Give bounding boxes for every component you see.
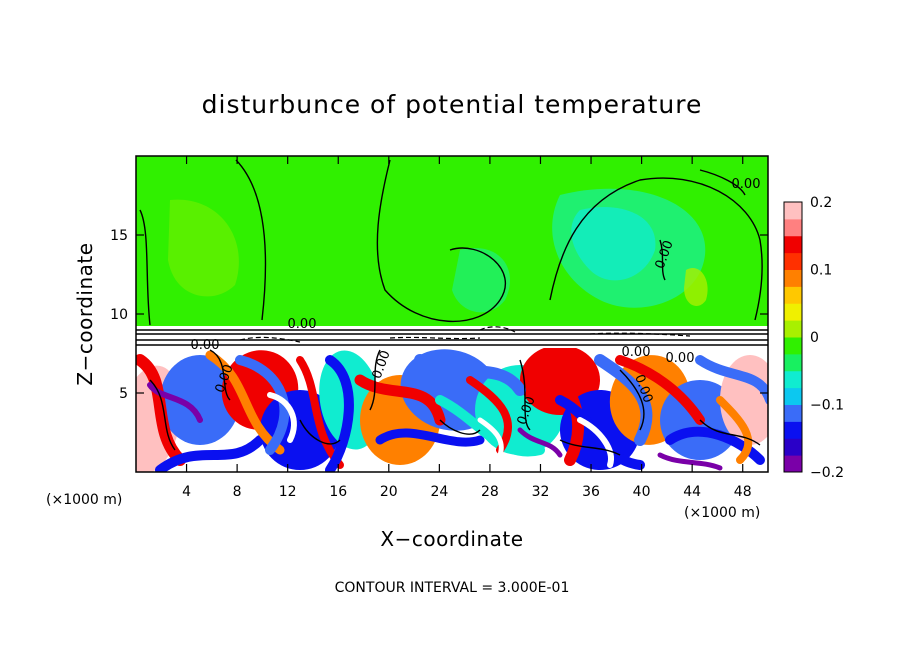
colorbar-cell [784,235,802,254]
contour-line [149,379,176,451]
contour-line [549,177,763,321]
upper-cyan-patch [571,206,656,281]
contour-line [699,419,761,446]
contour-interval-note: CONTOUR INTERVAL = 3.000E-01 [335,580,570,596]
turbulent-streak [136,354,186,466]
upper-warm-patch [168,199,239,297]
contour-label: 0.00 [622,345,651,360]
turbulent-streak [296,356,344,469]
colorbar-tick-label: −0.2 [810,465,844,481]
colorbar-tick-label: 0.2 [810,195,832,211]
turbulent-streak [716,396,753,464]
x-tick-label: 36 [582,484,600,500]
colorbar-cell [784,286,802,304]
y-tick-label: 15 [110,228,128,244]
turbulent-streak [147,382,203,423]
x-tick-label: 44 [683,484,701,500]
turbulent-streak [267,392,297,443]
negative-contour-line [589,332,691,337]
turbulent-streak [375,428,485,447]
colorbar-cell [784,320,802,338]
y-axis: 5 10 15 [110,228,768,402]
turbulent-streak [615,355,705,425]
turbulent-streak [155,435,265,472]
y-tick-label: 5 [119,386,128,402]
region-blob [160,355,240,445]
contour-line [139,209,151,326]
x-tick-label: 48 [734,484,752,500]
x-tick-label: 8 [233,484,242,500]
contour-label: 0.00 [288,317,317,332]
y-axis-label: Z−coordinate [73,242,97,385]
contour-line [699,169,746,196]
colorbar-tick-label: −0.1 [810,398,844,414]
colorbar-cell [784,202,802,220]
contour-line [369,349,381,411]
x-unit-label: (×1000 m) [684,505,760,521]
colorbar: 0.2 0.1 0 −0.1 −0.2 [783,195,844,481]
upper-warm-spot [684,268,708,307]
turbulent-streak [414,354,526,396]
colorbar-cell [784,370,802,389]
colorbar-tick-label: 0 [810,330,819,346]
contour-label: 0.00 [732,177,761,192]
lower-layer [136,348,768,472]
contour-line [519,359,531,431]
colorbar-cell [784,421,802,439]
x-axis-label: X−coordinate [380,527,523,551]
negative-contour-line [479,326,516,333]
negative-contour-line [389,336,481,340]
turbulent-streak [594,354,653,446]
contour-line [376,159,507,323]
x-axis: 4 8 12 16 20 24 28 32 36 40 44 48 [182,156,752,500]
colorbar-cell [784,353,802,372]
contour-line [559,439,621,456]
colorbar-cell [784,387,802,405]
contour-label: 0.00 [666,351,695,366]
colorbar-tick-label: 0.1 [810,263,832,279]
x-tick-label: 12 [279,484,297,500]
colorbar-cell [784,337,802,355]
colorbar-cell [784,252,802,270]
z-unit-label: (×1000 m) [46,492,122,508]
x-tick-label: 20 [380,484,398,500]
colorbar-cell [784,455,802,473]
turbulent-streak [517,427,563,458]
turbulent-streak [354,374,446,426]
x-tick-label: 40 [633,484,651,500]
y-tick-label: 10 [110,307,128,323]
colorbar-cell [784,303,802,321]
contour-line [659,239,666,281]
contour-line [439,419,481,435]
x-tick-label: 16 [329,484,347,500]
colorbar-cell [784,269,802,287]
contour-layer [136,159,768,456]
turbulent-streak [466,376,513,454]
turbulent-streak [477,417,504,458]
chart-title: disturbunce of potential temperature [202,90,703,119]
contour-line [619,369,645,431]
turbulent-streak [665,426,765,465]
turbulent-streak [235,355,290,455]
colorbar-cell [784,438,802,456]
colorbar-cell [784,218,802,237]
x-tick-label: 4 [182,484,191,500]
contour-line [209,349,231,401]
x-tick-label: 24 [430,484,448,500]
x-tick-label: 28 [481,484,499,500]
turbulent-streak [325,355,354,472]
contour-label: 0.00 [191,338,220,353]
turbulent-streak [695,355,768,405]
field-layer [136,156,768,472]
contour-line [235,159,267,321]
turbulent-streak [435,395,545,457]
x-tick-label: 32 [532,484,550,500]
turbulent-streak [657,452,723,471]
colorbar-frame [783,201,803,473]
contour-line [299,419,341,445]
colorbar-cell [784,404,802,422]
upper-cool-patch-2 [452,248,510,313]
turbulent-streak [577,417,614,468]
